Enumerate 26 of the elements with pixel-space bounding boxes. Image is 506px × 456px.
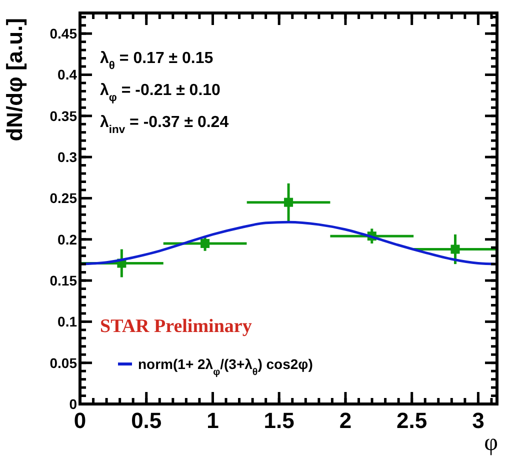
y-tick-label: 0 (69, 396, 78, 412)
y-tick-label: 0.35 (50, 108, 78, 124)
y-tick-label: 0.45 (50, 26, 78, 42)
y-tick-label: 0.4 (58, 66, 78, 83)
y-tick-label: 0.05 (50, 354, 78, 371)
annotation: λ$_{φ}$ = -0.21 ± 0.10 (100, 82, 221, 104)
x-tick-label: 3 (472, 408, 484, 433)
x-tick-label: 2.5 (396, 408, 428, 433)
annotation: λ$_{inv}$ = -0.37 ± 0.24 (100, 114, 229, 136)
y-tick-label: 0.15 (50, 272, 78, 289)
x-tick-label: 0.5 (131, 408, 162, 433)
y-tick-label: 0.2 (58, 231, 78, 248)
point (284, 198, 294, 207)
x-tick-label: 2 (339, 408, 352, 433)
y-tick-label: 0.25 (50, 190, 78, 206)
annotation: STAR Preliminary (100, 316, 252, 337)
legend-label: norm(1+ 2λ$_{φ}$/(3+λ$_{θ}$) cos2φ) (138, 356, 313, 378)
y-tick-label: 0.1 (58, 314, 78, 330)
point (450, 244, 460, 254)
x-axis-title: φ (484, 430, 498, 456)
point (200, 238, 210, 248)
y-tick-label: 0.3 (58, 149, 78, 166)
x-tick-label: 1 (206, 408, 219, 433)
annotation: λ$_{θ}$ = 0.17 ± 0.15 (100, 50, 214, 72)
y-axis-title: dN/dφ [a.u.] (2, 18, 27, 142)
x-tick-label: 1.5 (264, 408, 294, 433)
